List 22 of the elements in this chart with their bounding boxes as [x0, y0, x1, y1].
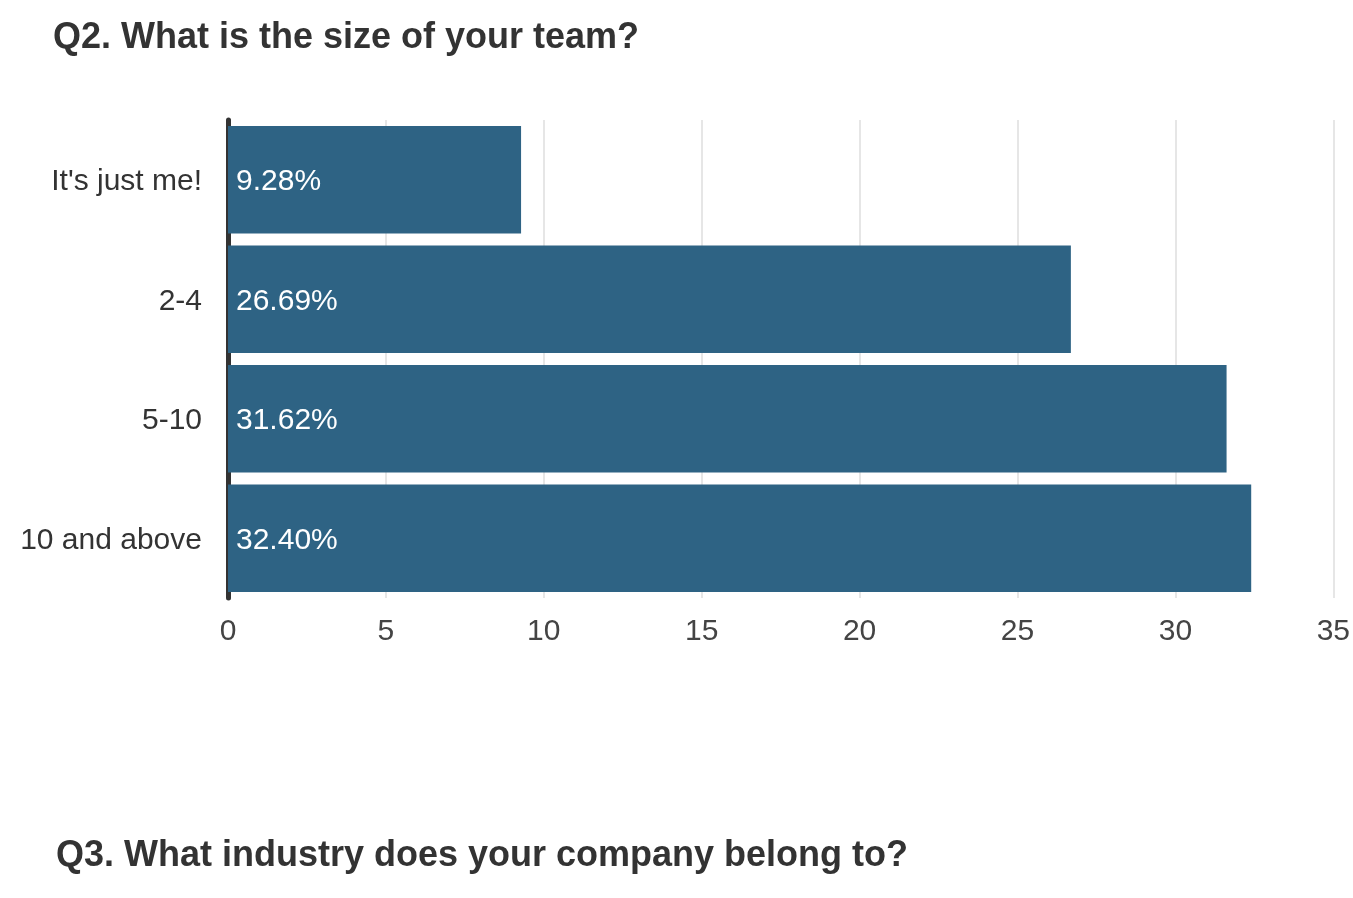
bar	[228, 125, 522, 234]
x-tick-label: 20	[842, 612, 877, 646]
x-tick-label: 35	[1316, 612, 1350, 646]
y-tick-label: 5-10	[141, 402, 202, 436]
x-tick-label: 0	[219, 612, 237, 646]
data-label: 26.69%	[236, 282, 338, 316]
x-tick-label: 30	[1158, 612, 1193, 646]
x-tick-label: 15	[685, 612, 719, 646]
y-tick-label: It's just me!	[51, 163, 202, 197]
bar	[228, 245, 1071, 354]
y-tick-label: 10 and above	[20, 521, 202, 555]
data-label: 31.62%	[236, 402, 338, 436]
x-tick-label: 10	[527, 612, 561, 646]
data-label: 32.40%	[236, 521, 338, 555]
text: Q3. What industry does your company belong to?	[56, 832, 909, 874]
bar	[228, 484, 1252, 593]
data-label: 9.28%	[236, 163, 322, 197]
x-tick-label: 5	[377, 612, 395, 646]
chart-title: Q2. What is the size of your team?	[53, 14, 640, 56]
bar	[228, 364, 1227, 473]
x-tick-label: 25	[1000, 612, 1035, 646]
y-tick-label: 2-4	[158, 282, 202, 316]
